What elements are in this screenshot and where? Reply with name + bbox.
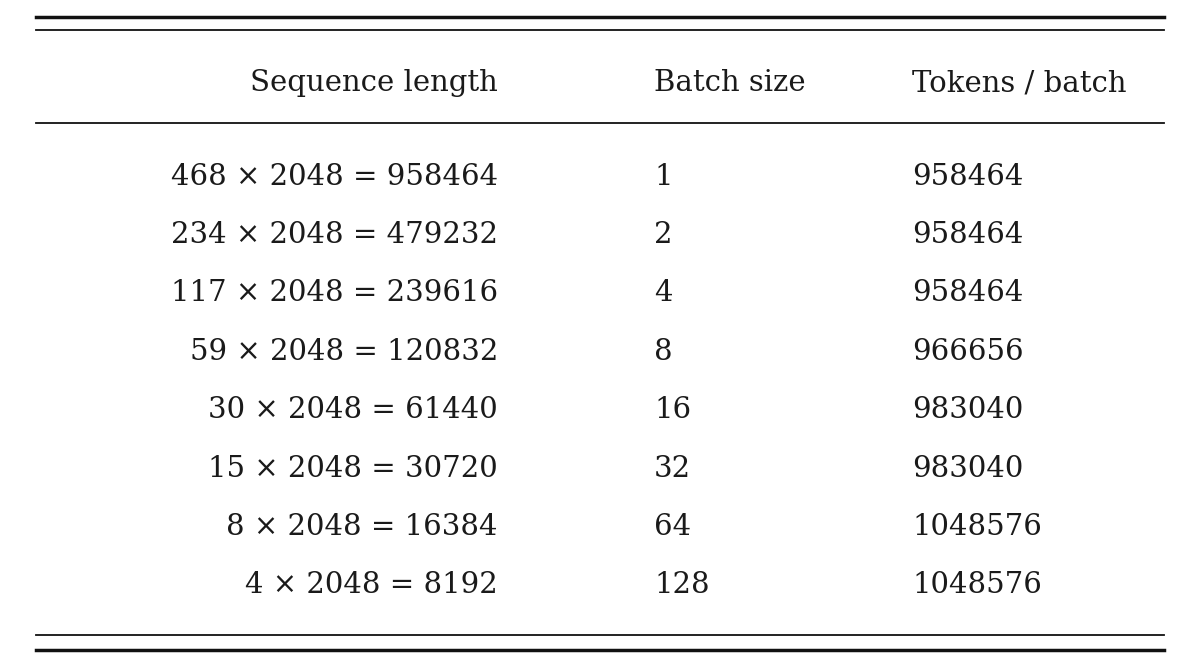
Text: 234 × 2048 = 479232: 234 × 2048 = 479232 — [172, 221, 498, 249]
Text: 966656: 966656 — [912, 338, 1024, 366]
Text: 1048576: 1048576 — [912, 513, 1042, 541]
Text: 16: 16 — [654, 396, 691, 424]
Text: 4 × 2048 = 8192: 4 × 2048 = 8192 — [245, 572, 498, 599]
Text: 1: 1 — [654, 163, 672, 191]
Text: 958464: 958464 — [912, 279, 1024, 307]
Text: 8 × 2048 = 16384: 8 × 2048 = 16384 — [227, 513, 498, 541]
Text: 1048576: 1048576 — [912, 572, 1042, 599]
Text: Sequence length: Sequence length — [251, 69, 498, 97]
Text: 983040: 983040 — [912, 396, 1024, 424]
Text: 15 × 2048 = 30720: 15 × 2048 = 30720 — [209, 455, 498, 482]
Text: 958464: 958464 — [912, 163, 1024, 191]
Text: 64: 64 — [654, 513, 691, 541]
Text: 117 × 2048 = 239616: 117 × 2048 = 239616 — [170, 279, 498, 307]
Text: 8: 8 — [654, 338, 673, 366]
Text: 468 × 2048 = 958464: 468 × 2048 = 958464 — [170, 163, 498, 191]
Text: 983040: 983040 — [912, 455, 1024, 482]
Text: 32: 32 — [654, 455, 691, 482]
Text: 59 × 2048 = 120832: 59 × 2048 = 120832 — [190, 338, 498, 366]
Text: 4: 4 — [654, 279, 672, 307]
Text: 30 × 2048 = 61440: 30 × 2048 = 61440 — [209, 396, 498, 424]
Text: 958464: 958464 — [912, 221, 1024, 249]
Text: 128: 128 — [654, 572, 709, 599]
Text: Tokens / batch: Tokens / batch — [912, 69, 1127, 97]
Text: 2: 2 — [654, 221, 672, 249]
Text: Batch size: Batch size — [654, 69, 805, 97]
